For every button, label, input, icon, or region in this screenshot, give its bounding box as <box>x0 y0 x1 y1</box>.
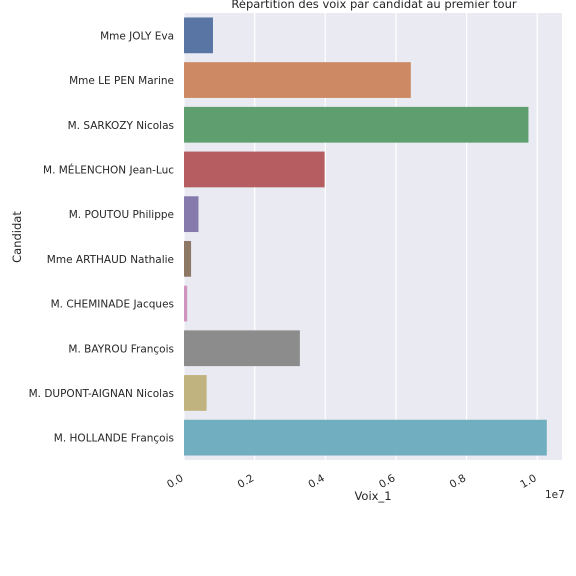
category-labels: Mme JOLY Eva Mme LE PEN Marine M. SARKOZY … <box>29 30 175 444</box>
x-tick-label: 0.2 <box>236 472 256 491</box>
category-label: Mme LE PEN Marine <box>69 75 174 87</box>
category-label: M. SARKOZY Nicolas <box>68 120 174 132</box>
category-label: M. HOLLANDE François <box>54 433 174 445</box>
category-label: M. DUPONT-AIGNAN Nicolas <box>29 388 174 400</box>
bar <box>184 151 325 188</box>
x-tick-labels: 0.0 0.2 0.4 0.6 0.8 1.0 <box>165 472 539 491</box>
bar <box>184 240 192 277</box>
category-label: M. MÉLENCHON Jean-Luc <box>43 163 174 176</box>
bar <box>184 106 529 143</box>
category-label: M. POUTOU Philippe <box>69 209 174 221</box>
bar <box>184 285 188 322</box>
category-label: M. CHEMINADE Jacques <box>51 299 174 311</box>
x-tick-label: 0.4 <box>306 472 327 491</box>
category-label: Mme JOLY Eva <box>100 30 174 42</box>
x-tick-label: 1.0 <box>518 472 538 491</box>
y-axis-label: Candidat <box>10 211 24 263</box>
x-multiplier-label: 1e7 <box>545 489 565 501</box>
bars <box>184 17 547 456</box>
bar <box>184 62 411 98</box>
bar <box>184 375 207 411</box>
category-label: M. BAYROU François <box>68 343 174 355</box>
x-tick-label: 0.0 <box>165 472 185 491</box>
bar <box>184 196 199 233</box>
x-axis-label: Voix_1 <box>354 489 391 503</box>
x-tick-label: 0.8 <box>448 472 468 491</box>
chart-title: Répartition des voix par candidat au pre… <box>231 0 516 11</box>
category-label: Mme ARTHAUD Nathalie <box>47 254 174 266</box>
bar <box>184 330 300 367</box>
bar <box>184 419 547 456</box>
bar <box>184 17 213 54</box>
